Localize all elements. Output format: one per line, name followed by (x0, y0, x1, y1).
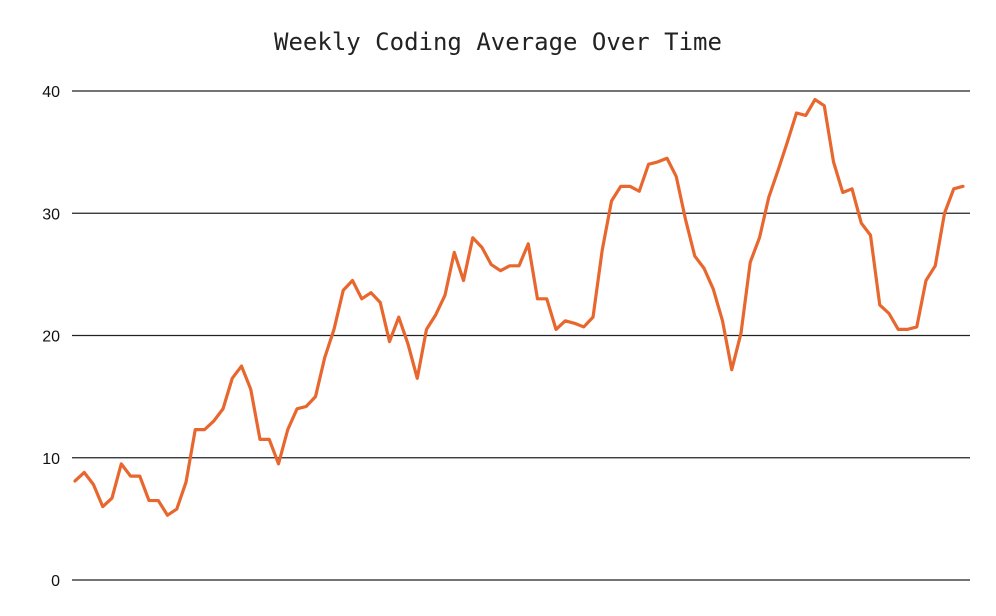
y-tick-label: 40 (42, 84, 60, 101)
gridlines (72, 90, 970, 581)
y-tick-label: 0 (51, 573, 60, 590)
y-tick-label: 30 (42, 206, 60, 223)
y-tick-label: 10 (42, 451, 60, 468)
series-line-0 (73, 97, 965, 517)
chart-title: Weekly Coding Average Over Time (274, 28, 722, 56)
series-layer (73, 97, 965, 517)
y-axis-tick-labels: 0 10 20 30 40 (42, 84, 60, 590)
y-tick-label: 20 (42, 329, 60, 346)
